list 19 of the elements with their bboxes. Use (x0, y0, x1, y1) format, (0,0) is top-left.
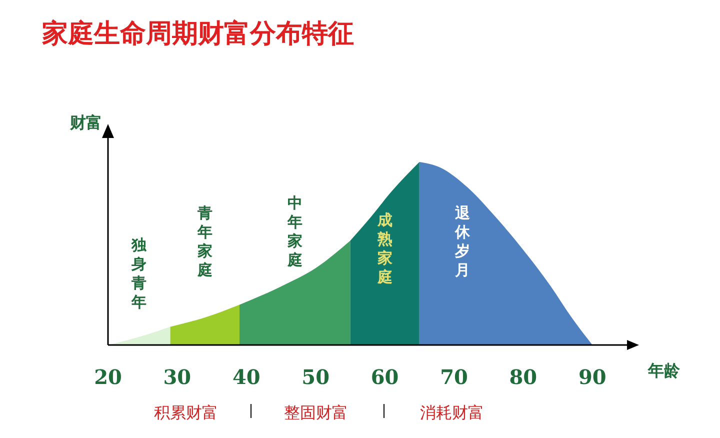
x-tick-label: 60 (370, 365, 399, 389)
text: 青年家庭 (196, 204, 212, 279)
series-label: 成熟家庭 (376, 211, 392, 286)
text: 整固财富 (284, 403, 348, 422)
x-tick-label: 50 (302, 365, 330, 389)
x-tick-label: 90 (578, 365, 606, 389)
x-tick-label: 30 (163, 365, 192, 389)
series-label: 独身青年 (130, 236, 148, 311)
x-tick-label: 40 (232, 365, 260, 389)
series-label: 退休岁月 (454, 204, 472, 279)
chart-title: 家庭生命周期财富分布特征 (41, 19, 354, 49)
x-axis-title: 年龄 (647, 361, 681, 380)
text: 消耗财富 (420, 403, 484, 422)
text: 积累财富 (154, 403, 218, 422)
x-tick-label: 70 (440, 365, 468, 389)
series-label: 中年家庭 (286, 194, 302, 269)
x-tick-label: 80 (509, 365, 538, 389)
y-axis-title: 财富 (69, 113, 102, 132)
x-tick-label: 20 (94, 365, 122, 389)
